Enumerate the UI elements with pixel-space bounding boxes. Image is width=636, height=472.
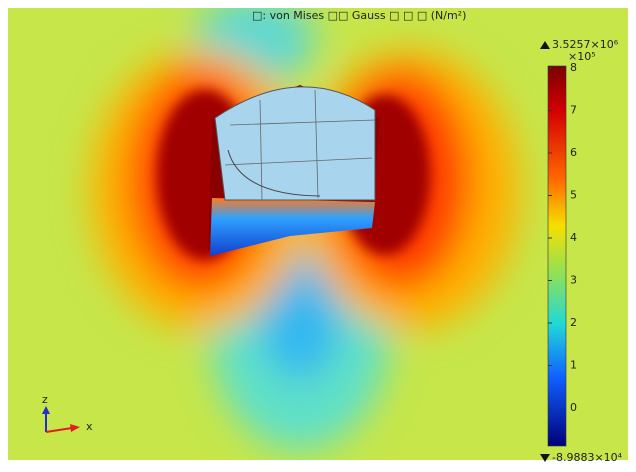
colorbar-tick-label: 0 — [570, 401, 577, 414]
colorbar-tick-label: 7 — [570, 104, 577, 117]
colorbar-tick-label: 3 — [570, 274, 577, 287]
x-axis-label: x — [86, 420, 93, 433]
colorbar-tick-label: 4 — [570, 231, 577, 244]
colorbar — [548, 66, 566, 446]
field-plot — [8, 0, 628, 460]
colorbar-tick-label: 6 — [570, 146, 577, 159]
colorbar-tick-label: 1 — [570, 359, 577, 372]
colorbar-tick-label: 2 — [570, 316, 577, 329]
plot-title: □: von Mises □□ Gauss □ □ □ (N/m²) — [252, 9, 466, 22]
colorbar-tick-label: 5 — [570, 189, 577, 202]
colorbar-tick-label: 8 — [570, 61, 577, 74]
z-axis-label: z — [42, 393, 48, 406]
min-label: -8.9883×10⁴ — [552, 451, 623, 464]
page: □: von Mises □□ Gauss □ □ □ (N/m²) 3.525… — [0, 0, 636, 468]
